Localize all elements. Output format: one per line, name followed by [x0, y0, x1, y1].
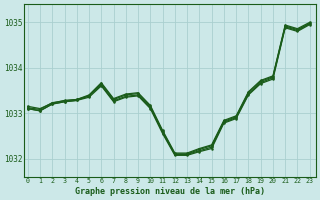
X-axis label: Graphe pression niveau de la mer (hPa): Graphe pression niveau de la mer (hPa) [75, 187, 265, 196]
